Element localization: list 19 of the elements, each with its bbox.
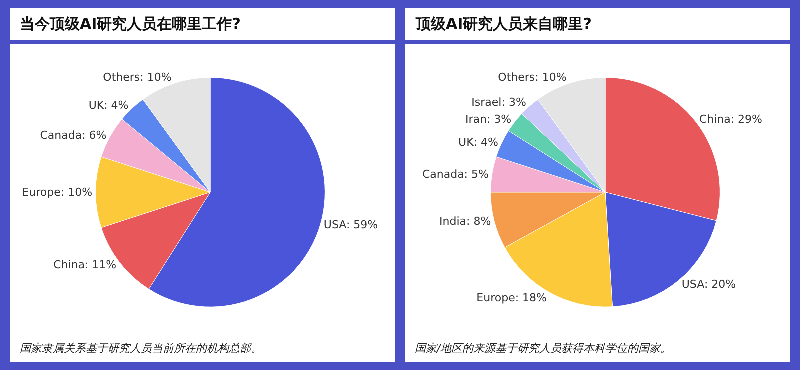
slice-label: Canada: 6% xyxy=(40,129,107,142)
slice-label: USA: 20% xyxy=(682,278,736,292)
chart-title: 当今顶级AI研究人员在哪里工作? xyxy=(20,15,241,33)
slice-label: Israel: 3% xyxy=(472,96,526,110)
text: 国家/地区的来源基于研究人员获得本科学位的国家。 xyxy=(415,342,672,355)
text: 国家隶属关系基于研究人员当前所在的机构总部。 xyxy=(20,342,262,355)
slice-label: USA: 59% xyxy=(324,218,378,232)
slice-label: Europe: 18% xyxy=(476,291,547,304)
slice-label: Others: 10% xyxy=(103,70,172,84)
slice-label: China: 11% xyxy=(54,258,117,272)
slice-label: UK: 4% xyxy=(88,98,129,112)
slice-label: Others: 10% xyxy=(498,70,567,84)
slice-label: Iran: 3% xyxy=(465,113,512,126)
slice-label: Canada: 5% xyxy=(422,168,489,181)
slice-label: Europe: 10% xyxy=(22,186,93,199)
chart-title: 顶级AI研究人员来自哪里? xyxy=(415,15,592,33)
slice-label: UK: 4% xyxy=(458,136,498,149)
slice-label: China: 29% xyxy=(699,113,762,126)
slice-label: India: 8% xyxy=(439,214,492,228)
